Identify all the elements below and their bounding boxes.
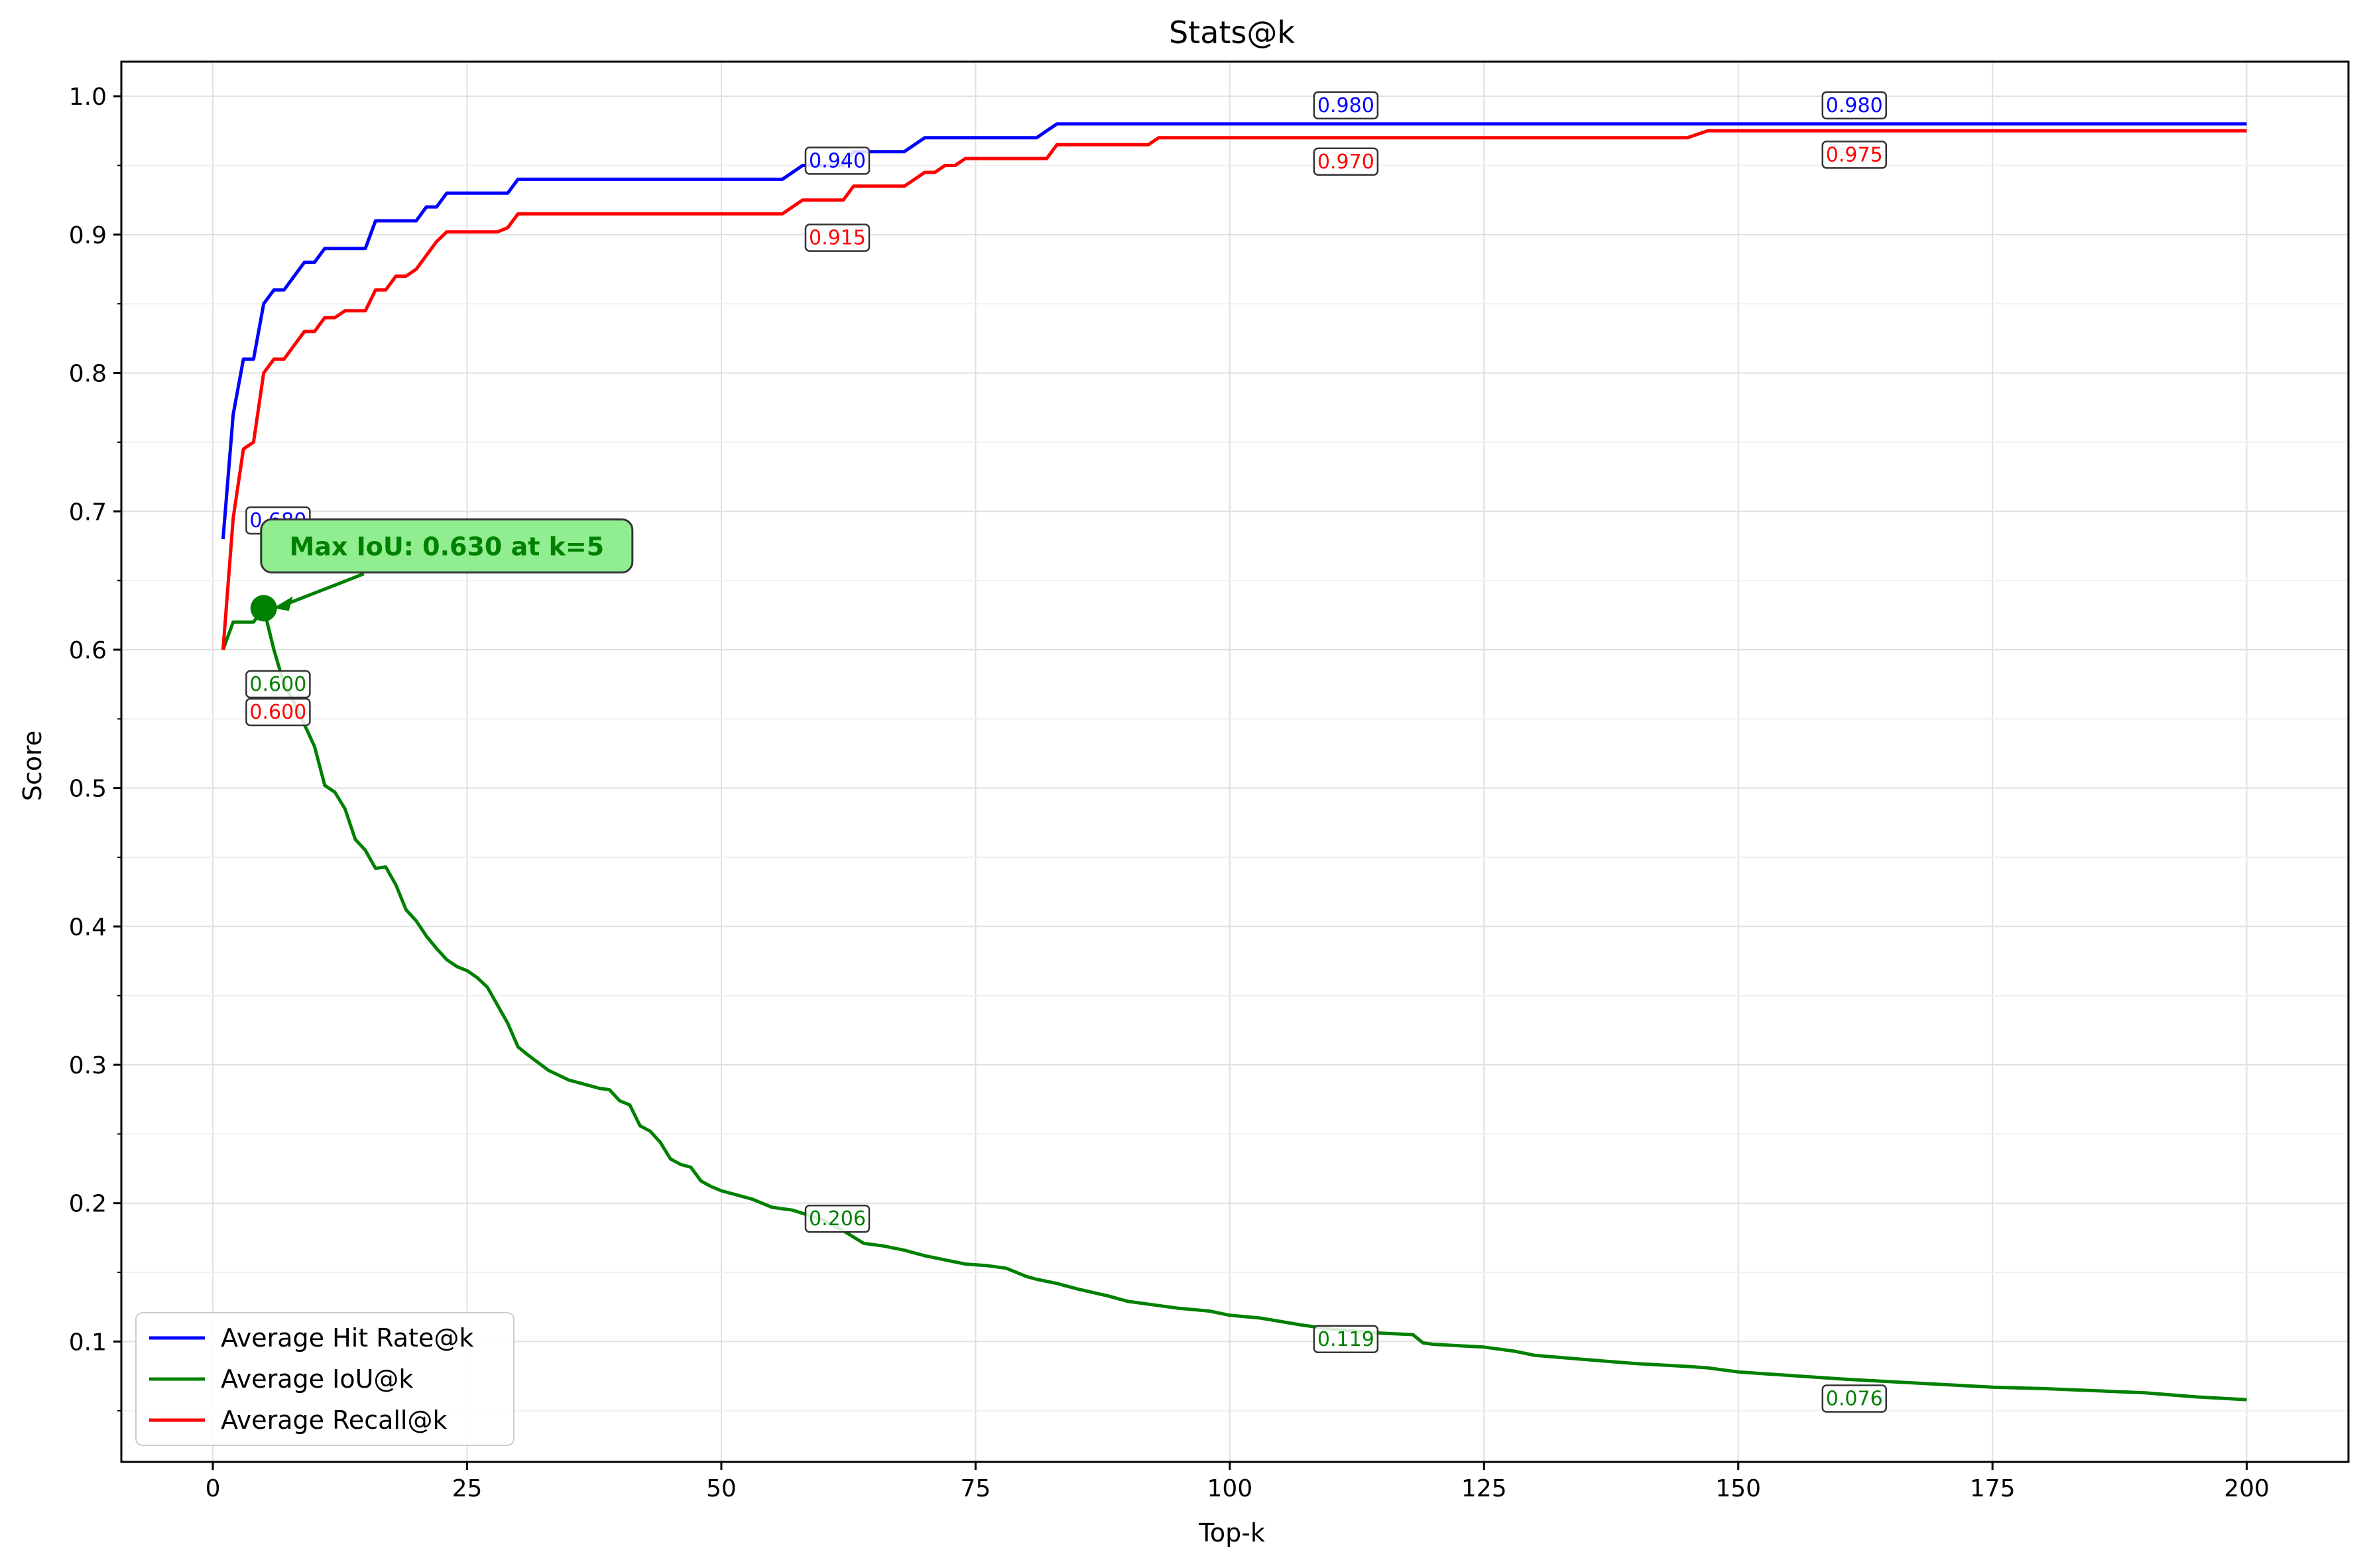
y-tick-label: 0.4	[69, 914, 107, 941]
y-tick-label: 0.7	[69, 499, 107, 526]
series-line-0	[221, 122, 2247, 540]
plot-frame	[120, 60, 2350, 1463]
legend: Average Hit Rate@k Average IoU@k Average R…	[135, 1312, 515, 1446]
axes: 0 25 50 75 100 125 150 175 200 0.1 0.2 0.3 0.4 0.5 0.6…	[69, 60, 2350, 1502]
x-tick-label: 75	[960, 1475, 991, 1502]
annotation-arrow-line	[280, 572, 365, 608]
x-tick-label: 100	[1207, 1475, 1252, 1502]
data-label: 0.970	[1317, 151, 1374, 174]
data-label: 0.980	[1826, 94, 1883, 117]
data-label-box	[1313, 91, 1379, 120]
data-label: 0.940	[809, 149, 866, 172]
y-tick-label: 0.2	[69, 1191, 107, 1218]
series-line-1	[221, 606, 2247, 1402]
data-label-box	[804, 147, 871, 175]
x-tick-label: 25	[452, 1475, 483, 1502]
data-labels: 0.6800.9400.9800.9800.6000.2060.1190.076…	[245, 91, 1888, 1413]
legend-entry: Average IoU@k	[221, 1364, 413, 1394]
x-tick-label: 200	[2224, 1475, 2270, 1502]
legend-entry: Average Hit Rate@k	[221, 1323, 473, 1353]
data-label: 0.915	[809, 227, 866, 250]
annotation-arrow-head	[273, 596, 293, 611]
data-label-box	[245, 670, 311, 699]
annotation-text: Max IoU: 0.630 at k=5	[289, 532, 604, 561]
x-tick-label: 125	[1461, 1475, 1507, 1502]
data-label: 0.980	[1317, 94, 1374, 117]
annotation-box	[260, 518, 634, 573]
data-label-box	[1821, 91, 1888, 120]
data-label: 0.975	[1826, 143, 1883, 166]
data-label-box	[1821, 1384, 1888, 1413]
max-iou-marker	[250, 595, 277, 622]
data-label-box	[804, 1204, 871, 1233]
y-axis-label: Score	[18, 731, 47, 801]
data-label: 0.119	[1317, 1328, 1374, 1351]
legend-entry: Average Recall@k	[221, 1406, 448, 1435]
y-tick-label: 0.1	[69, 1329, 107, 1356]
grid-lines	[121, 62, 2348, 1462]
data-label: 0.600	[249, 673, 306, 696]
data-label-box	[804, 223, 871, 252]
series-lines	[221, 122, 2247, 1402]
chart-title: Stats@k	[1169, 15, 1295, 50]
y-tick-label: 1.0	[69, 84, 107, 111]
y-tick-label: 0.6	[69, 637, 107, 664]
max-iou-annotation: Max IoU: 0.630 at k=5	[250, 518, 634, 622]
data-label-box	[1821, 141, 1888, 169]
data-label-box	[245, 697, 311, 727]
data-label-box	[1313, 147, 1379, 176]
x-tick-label: 150	[1715, 1475, 1761, 1502]
data-label: 0.206	[809, 1207, 866, 1231]
x-tick-label: 0	[206, 1475, 221, 1502]
y-tick-label: 0.9	[69, 222, 107, 249]
data-label: 0.600	[249, 701, 306, 724]
x-axis-label: Top-k	[1198, 1518, 1265, 1547]
data-label-box	[1313, 1325, 1379, 1354]
legend-box	[135, 1312, 515, 1446]
series-line-2	[221, 129, 2247, 650]
data-label: 0.076	[1826, 1388, 1883, 1411]
y-tick-label: 0.5	[69, 776, 107, 803]
x-tick-label: 175	[1970, 1475, 2016, 1502]
y-tick-label: 0.3	[69, 1052, 107, 1079]
x-tick-label: 50	[706, 1475, 737, 1502]
y-tick-label: 0.8	[69, 361, 107, 388]
